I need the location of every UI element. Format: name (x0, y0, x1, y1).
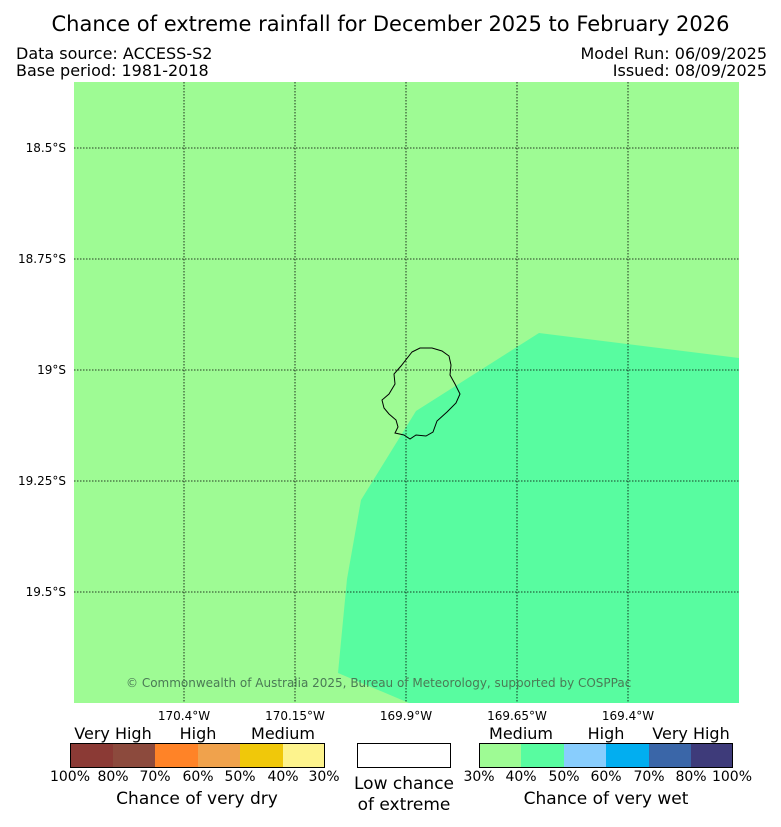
wet-percent-label: 100% (711, 769, 753, 785)
lat-label: 18.5°S (25, 141, 66, 155)
lon-label: 170.15°W (265, 709, 325, 723)
lon-label: 169.9°W (379, 709, 433, 723)
dry-percent-label: 40% (267, 769, 299, 785)
wet-legend-caption: Chance of very wet (523, 789, 689, 809)
dry-category-label: Very High (74, 724, 152, 743)
wet-percent-label: 60% (590, 769, 622, 785)
dry-swatch (198, 743, 240, 767)
base-period: Base period: 1981-2018 (16, 61, 209, 80)
wet-category-label: High (587, 724, 625, 743)
dry-category-label: High (179, 724, 217, 743)
wet-category-label: Very High (652, 724, 730, 743)
dry-percent-label: 30% (308, 769, 340, 785)
low-chance-caption-line2: of extreme (357, 795, 451, 815)
lon-label: 169.4°W (601, 709, 655, 723)
dry-category-label: Medium (251, 724, 315, 743)
wet-category-label: Medium (489, 724, 553, 743)
niue-island-coastline (381, 347, 461, 440)
wet-percent-label: 50% (548, 769, 580, 785)
map-title: Chance of extreme rainfall for December … (51, 12, 730, 36)
low-chance-swatch (357, 743, 451, 768)
lat-label: 18.75°S (18, 252, 66, 266)
dry-swatch (283, 743, 325, 767)
low-chance-caption-line1: Low chance (354, 774, 454, 794)
dry-percent-label: 100% (49, 769, 91, 785)
lat-label: 19.5°S (25, 585, 66, 599)
rainfall-map (74, 82, 739, 703)
lon-label: 169.65°W (487, 709, 547, 723)
wet-swatch (479, 743, 521, 767)
dry-legend-caption: Chance of very dry (116, 789, 278, 809)
dry-percent-label: 50% (224, 769, 256, 785)
wet-percent-label: 30% (463, 769, 495, 785)
wet-medium-region (338, 333, 739, 703)
wet-percent-label: 70% (633, 769, 665, 785)
dry-percent-label: 60% (182, 769, 214, 785)
model-run: Model Run: 06/09/2025 (580, 44, 768, 63)
data-source: Data source: ACCESS-S2 (16, 44, 213, 63)
dry-legend-frame (70, 743, 325, 768)
dry-percent-label: 80% (97, 769, 129, 785)
lat-label: 19°S (37, 363, 66, 377)
wet-percent-label: 40% (505, 769, 537, 785)
wet-percent-label: 80% (675, 769, 707, 785)
wet-swatch (649, 743, 691, 767)
copyright-notice: © Commonwealth of Australia 2025, Bureau… (126, 676, 632, 690)
lon-gridlines (183, 82, 629, 703)
wet-swatch (564, 743, 606, 767)
dry-swatch (113, 743, 155, 767)
wet-swatch (691, 743, 733, 767)
dry-swatch (155, 743, 198, 767)
dry-percent-label: 70% (139, 769, 171, 785)
wet-swatch (606, 743, 649, 767)
dry-swatch (240, 743, 283, 767)
lon-label: 170.4°W (157, 709, 211, 723)
wet-legend-frame (479, 743, 733, 768)
lat-label: 19.25°S (18, 474, 66, 488)
issued-date: Issued: 08/09/2025 (612, 61, 767, 80)
dry-swatch (70, 743, 113, 767)
wet-swatch (521, 743, 564, 767)
